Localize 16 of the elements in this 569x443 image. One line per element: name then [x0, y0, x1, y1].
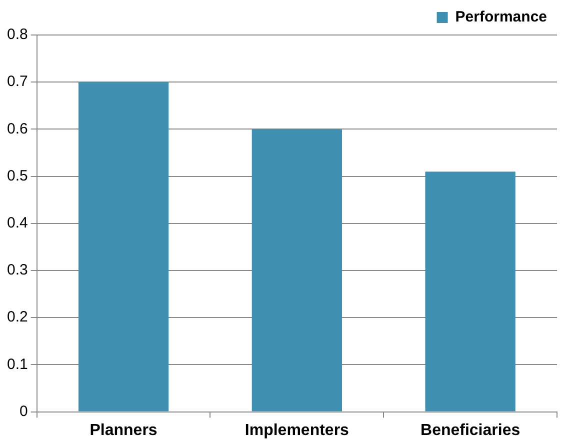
y-tick-label: 0.6 — [6, 120, 28, 138]
y-tick-label: 0.2 — [6, 308, 28, 326]
x-tick-label: Planners — [90, 422, 158, 439]
y-tick-label: 0.1 — [6, 356, 28, 373]
y-tick-label: 0.3 — [6, 262, 28, 279]
y-tick-label: 0.8 — [6, 26, 28, 44]
y-tick-label: 0.5 — [6, 167, 28, 184]
y-tick-label: 0 — [20, 402, 28, 420]
legend-label: Performance — [455, 8, 548, 26]
x-tick-label: Implementers — [244, 422, 350, 439]
x-tick-label: Beneficiaries — [420, 422, 520, 439]
y-tick-label: 0.4 — [6, 214, 28, 232]
bar — [78, 82, 169, 412]
y-tick-label: 0.7 — [6, 73, 28, 90]
bar — [252, 129, 342, 412]
bar — [425, 172, 516, 412]
